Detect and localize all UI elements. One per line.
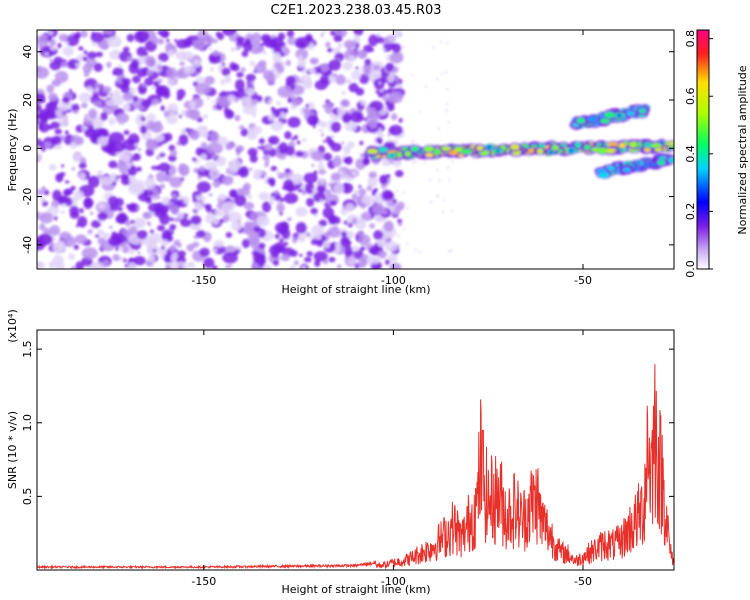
spectrogram-ytick-label: -40 <box>21 236 34 254</box>
snr-panel: -150 -100 -50 0.5 1.0 1.5 Height of straight … <box>6 309 675 596</box>
snr-ytick-label: 1.5 <box>21 340 34 358</box>
noise-region <box>37 30 454 269</box>
snr-xtick-label: -100 <box>381 575 406 588</box>
main-band <box>364 138 674 162</box>
colorbar-tick-label: 0.6 <box>684 87 697 105</box>
colorbar-tick-label: 0.2 <box>684 203 697 221</box>
spectrogram-xlabel: Height of straight line (km) <box>281 283 430 296</box>
snr-frame <box>36 329 675 571</box>
spectrogram-ytick-label: 40 <box>21 45 34 59</box>
spectrogram-ytick-label: 0 <box>21 145 34 152</box>
snr-xtick-label: -50 <box>574 575 592 588</box>
secondary-band <box>569 104 651 131</box>
spectrogram-ylabel: Frequency (Hz) <box>6 109 19 192</box>
snr-xtick-label: -150 <box>191 575 216 588</box>
colorbar-label: Normalized spectral amplitude <box>736 65 749 234</box>
colorbar-tick-label: 0.0 <box>684 260 697 278</box>
spectrogram-panel: -150 -100 -50 -40 -20 0 20 40 Height of straigh… <box>6 29 675 296</box>
snr-ytick-label: 0.5 <box>21 488 34 506</box>
spectrogram-ytick-label: -20 <box>21 188 34 206</box>
snr-xlabel: Height of straight line (km) <box>281 583 430 596</box>
snr-ylabel: SNR (10 * v/v) <box>6 411 19 489</box>
spectrogram-ytick-label: 20 <box>21 93 34 107</box>
lower-band <box>594 153 674 179</box>
spectrogram-frame <box>36 29 675 270</box>
colorbar-gradient <box>696 29 710 270</box>
snr-ytick-label: 1.0 <box>21 414 34 432</box>
spectrogram-xtick-label: -100 <box>381 274 406 287</box>
colorbar: 0.0 0.2 0.4 0.6 0.8 Normalized spectral ampl… <box>684 29 749 278</box>
colorbar-tick-label: 0.4 <box>684 145 697 163</box>
snr-series-line <box>37 363 674 570</box>
colorbar-tick-label: 0.8 <box>684 30 697 48</box>
snr-multiplier: (x10⁴) <box>6 309 19 343</box>
spectrogram-xtick-label: -150 <box>191 274 216 287</box>
spectrogram-xtick-label: -50 <box>574 274 592 287</box>
chart-title: C2E1.2023.238.03.45.R03 <box>270 3 441 18</box>
